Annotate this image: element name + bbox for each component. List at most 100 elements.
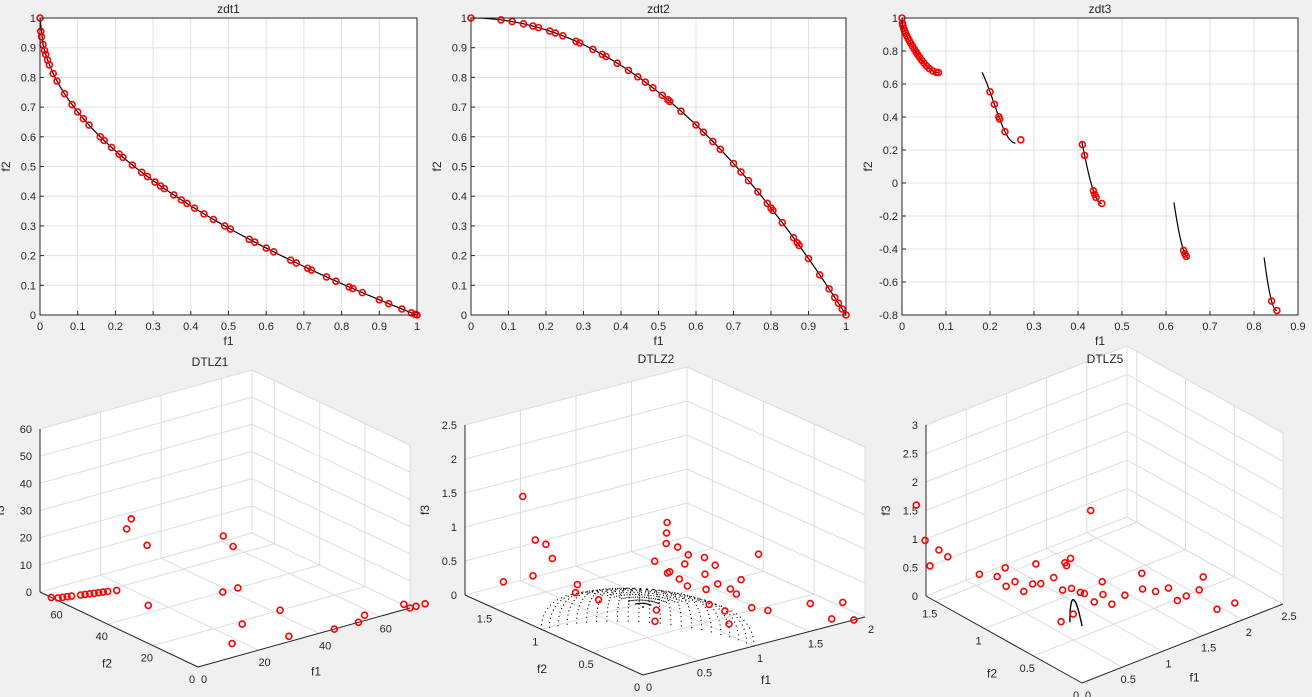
mesh-dot: [596, 590, 598, 592]
mesh-dot: [606, 611, 608, 613]
y-tick-label: 40: [96, 631, 108, 643]
mesh-dot: [727, 622, 729, 625]
mesh-dot: [586, 593, 588, 596]
data-point: [850, 616, 858, 624]
y-tick-label: -0.8: [879, 310, 898, 322]
x-tick-label: 1.5: [808, 639, 823, 651]
data-point: [67, 592, 76, 600]
mesh-dot: [680, 620, 682, 622]
mesh-dot: [627, 611, 629, 613]
mesh-dot: [640, 592, 643, 594]
mesh-dot: [595, 589, 597, 591]
mesh-dot: [657, 602, 659, 604]
mesh-dot: [635, 588, 637, 591]
mesh-dot: [729, 631, 731, 633]
y-tick-label: 0.5: [21, 162, 36, 174]
mesh-dot: [704, 600, 707, 602]
mesh-dot: [615, 592, 618, 595]
x-tick-label: 0: [646, 682, 652, 694]
mesh-dot: [680, 616, 682, 618]
mesh-dot: [671, 592, 673, 595]
mesh-dot: [657, 596, 659, 598]
data-point: [680, 560, 689, 568]
mesh-dot: [640, 599, 642, 601]
mesh-dot: [602, 588, 604, 591]
data-point: [400, 600, 408, 609]
data-point: [572, 37, 580, 46]
data-point: [559, 32, 567, 40]
mesh-dot: [624, 597, 626, 599]
x-axis-line: [1081, 603, 1284, 684]
mesh-dot: [578, 594, 580, 597]
mesh-dot: [678, 599, 680, 601]
data-point: [705, 600, 714, 609]
data-point: [143, 541, 151, 550]
data-point: [238, 620, 246, 628]
x-tick-label: 0.5: [1121, 674, 1136, 686]
mesh-dot: [652, 593, 654, 595]
data-point: [1138, 585, 1147, 593]
x-tick-label: 0.2: [108, 321, 123, 333]
mesh-dot: [601, 589, 603, 591]
z-axis-label: f3: [418, 505, 432, 515]
mesh-dot: [591, 591, 594, 593]
data-point: [683, 582, 692, 590]
y-tick-label: 0.4: [883, 112, 898, 124]
mesh-dot: [645, 590, 647, 592]
mesh-dot: [702, 601, 704, 603]
panel-zdt1: 0 0.1 0.2 0.3 0.4 0.5 0.6 0.7 0.8 0.9 1 0 0.1 0.2 0.3 0…: [0, 2, 421, 348]
y-tick-label: -0.6: [879, 277, 898, 289]
data-point: [764, 606, 772, 615]
x-tick-label: 0.7: [1202, 321, 1217, 333]
mesh-dot: [691, 599, 694, 601]
data-point: [677, 107, 685, 115]
data-point: [993, 572, 1002, 581]
data-point: [709, 137, 717, 146]
data-point: [737, 575, 745, 584]
mesh-dot: [676, 592, 679, 595]
plot-area: [902, 18, 1298, 315]
mesh-dot: [627, 615, 629, 617]
mesh-dot: [700, 601, 702, 603]
mesh-dot: [679, 608, 681, 610]
data-point: [663, 518, 671, 527]
mesh-dot: [634, 599, 636, 601]
data-point: [209, 215, 218, 224]
mesh-dot: [701, 599, 703, 601]
mesh-dot: [638, 607, 640, 609]
mesh-dot: [638, 599, 641, 601]
data-point: [702, 585, 710, 594]
mesh-dot: [636, 590, 638, 592]
front-mesh: [540, 587, 755, 647]
mesh-dot: [685, 600, 687, 602]
mesh-dot: [638, 600, 640, 602]
y-tick-label: 1.5: [477, 613, 492, 625]
mesh-dot: [666, 597, 669, 599]
mesh-dot: [710, 631, 713, 633]
x-tick-label: 40: [319, 640, 331, 652]
mesh-dot: [715, 612, 717, 614]
z-axis-label: f3: [0, 505, 7, 515]
mesh-dot: [673, 594, 675, 596]
mesh-dot: [654, 601, 657, 603]
mesh-dot: [598, 600, 601, 602]
data-point: [737, 168, 745, 176]
data-point: [1080, 589, 1089, 598]
mesh-dot: [588, 604, 590, 606]
mesh-dot: [708, 602, 711, 604]
mesh-dot: [656, 595, 658, 598]
data-point: [143, 172, 152, 181]
mesh-dot: [630, 588, 632, 591]
mesh-dot: [725, 618, 727, 620]
data-point: [534, 23, 543, 32]
mesh-dot: [654, 598, 657, 600]
mesh-dot: [647, 600, 650, 602]
x-tick-label: 60: [380, 623, 392, 635]
mesh-dot: [571, 603, 573, 605]
mesh-dot: [655, 590, 657, 592]
mesh-dot: [620, 587, 623, 589]
data-point: [234, 584, 242, 592]
y-tick-label: 0: [30, 310, 36, 322]
data-point: [912, 501, 921, 509]
x-tick-label: 0.7: [296, 321, 311, 333]
